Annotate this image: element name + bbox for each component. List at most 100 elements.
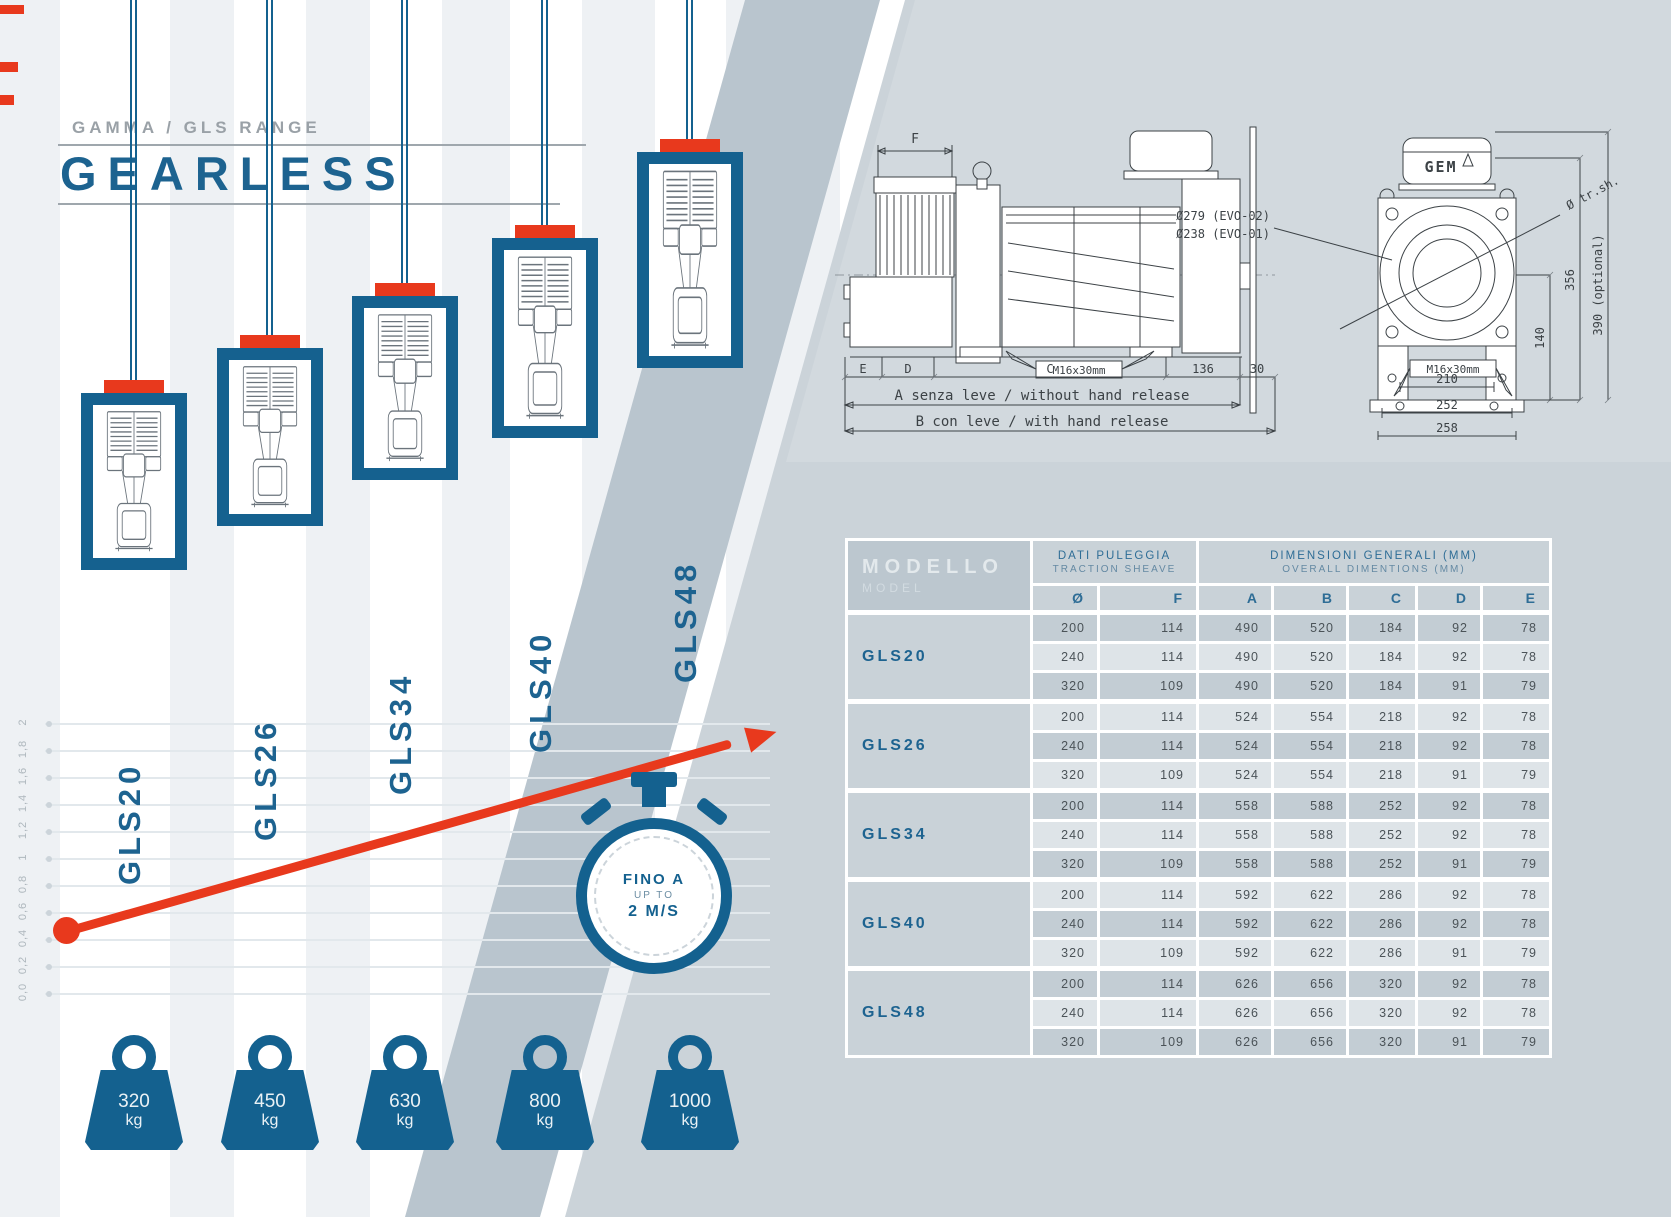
table-cell: 554 bbox=[1274, 762, 1346, 788]
dim-390-label: 390 (optional) bbox=[1591, 234, 1605, 335]
weight-unit: kg bbox=[536, 1111, 554, 1129]
red-crop-mark bbox=[0, 62, 18, 72]
weight-value: 450 bbox=[254, 1090, 286, 1112]
speed-badge-line1: FINO A bbox=[622, 871, 686, 888]
table-cell: 286 bbox=[1349, 911, 1415, 937]
sheave-header-it: DATI PULEGGIA bbox=[1057, 549, 1172, 562]
weight-icon: 320 kg bbox=[85, 1070, 183, 1150]
table-cell: 588 bbox=[1274, 851, 1346, 877]
hoist-cable bbox=[266, 0, 273, 335]
weight-unit: kg bbox=[261, 1111, 279, 1129]
table-cell: 184 bbox=[1349, 615, 1415, 641]
table-cell: 656 bbox=[1274, 971, 1346, 997]
tick-dot bbox=[46, 829, 52, 835]
table-cell: 79 bbox=[1483, 1029, 1549, 1055]
table-cell: 558 bbox=[1199, 793, 1271, 819]
table-cell: 78 bbox=[1483, 644, 1549, 670]
tick-dot bbox=[46, 991, 52, 997]
table-cell: 252 bbox=[1349, 851, 1415, 877]
table-header: MODELLO MODEL DATI PULEGGIA TRACTION SHE… bbox=[848, 541, 1549, 610]
dim-f-label: F bbox=[911, 132, 919, 147]
table-cell: 622 bbox=[1274, 940, 1346, 966]
table-cell: 114 bbox=[1100, 1000, 1196, 1026]
gridline bbox=[45, 804, 770, 806]
model-label: GLS40 bbox=[523, 629, 558, 753]
tick-dot bbox=[46, 910, 52, 916]
weight-icon: 450 kg bbox=[221, 1070, 319, 1150]
table-cell: 114 bbox=[1100, 793, 1196, 819]
table-cell: 588 bbox=[1274, 822, 1346, 848]
table-cell: 320 bbox=[1033, 1029, 1097, 1055]
table-cell: 78 bbox=[1483, 1000, 1549, 1026]
table-cell: 114 bbox=[1100, 882, 1196, 908]
table-cell: 79 bbox=[1483, 851, 1549, 877]
dim-258-label: 258 bbox=[1436, 421, 1458, 435]
table-cell: 78 bbox=[1483, 704, 1549, 730]
machine-cap bbox=[104, 380, 164, 394]
table-cell: 622 bbox=[1274, 911, 1346, 937]
machine-cap bbox=[240, 335, 300, 349]
gridline bbox=[45, 912, 770, 914]
table-body: GLS20 200 114 490 520 184 92 78 240 114 490 520 184 9… bbox=[848, 615, 1549, 1055]
table-cell: 286 bbox=[1349, 940, 1415, 966]
motor-illustration bbox=[662, 170, 718, 350]
table-cell: 520 bbox=[1274, 673, 1346, 699]
bolt-size-label: M16x30mm bbox=[1053, 364, 1106, 377]
model-name-cell: GLS40 bbox=[848, 882, 1030, 966]
table-cell: 91 bbox=[1418, 851, 1480, 877]
table-cell: 109 bbox=[1100, 1029, 1196, 1055]
gridline bbox=[45, 750, 770, 752]
table-cell: 252 bbox=[1349, 822, 1415, 848]
tick-dot bbox=[46, 964, 52, 970]
speed-badge-line3: 2 M/S bbox=[628, 903, 680, 920]
machine-frame bbox=[492, 238, 598, 438]
front-view-drawing: GEM Ø tr.sh. Ø279 (EVO-02) Ø238 (EVO-01)… bbox=[1176, 128, 1621, 440]
gridline bbox=[45, 885, 770, 887]
evo2-diameter-label: Ø279 (EVO-02) bbox=[1176, 209, 1270, 223]
dim-30-label: 30 bbox=[1250, 362, 1264, 376]
table-cell: 92 bbox=[1418, 1000, 1480, 1026]
table-cell: 490 bbox=[1199, 673, 1271, 699]
table-cell: 92 bbox=[1418, 704, 1480, 730]
table-cell: 558 bbox=[1199, 851, 1271, 877]
table-cell: 109 bbox=[1100, 673, 1196, 699]
table-cell: 524 bbox=[1199, 733, 1271, 759]
without-hand-release-label: A senza leve / without hand release bbox=[894, 388, 1189, 404]
gridline bbox=[45, 858, 770, 860]
divider bbox=[58, 203, 560, 205]
sheave-header: DATI PULEGGIA TRACTION SHEAVE bbox=[1033, 541, 1196, 583]
table-cell: 240 bbox=[1033, 911, 1097, 937]
side-view-drawing: F M16x30mm E D C 136 30 A senza leve / w… bbox=[835, 126, 1279, 435]
model-label: GLS48 bbox=[668, 559, 703, 683]
with-hand-release-label: B con leve / with hand release bbox=[916, 414, 1169, 430]
table-group: GLS34 200 114 558 588 252 92 78 240 114 558 588 252 9… bbox=[848, 793, 1549, 877]
red-crop-mark bbox=[0, 5, 24, 14]
model-header-it: MODELLO bbox=[862, 556, 1004, 578]
table-cell: 656 bbox=[1274, 1029, 1346, 1055]
table-cell: 78 bbox=[1483, 615, 1549, 641]
table-cell: 200 bbox=[1033, 971, 1097, 997]
table-cell: 78 bbox=[1483, 911, 1549, 937]
weight-icon: 800 kg bbox=[496, 1070, 594, 1150]
table-cell: 558 bbox=[1199, 822, 1271, 848]
table-cell: 92 bbox=[1418, 615, 1480, 641]
weight-icon: 630 kg bbox=[356, 1070, 454, 1150]
model-name-cell: GLS48 bbox=[848, 971, 1030, 1055]
table-cell: 218 bbox=[1349, 733, 1415, 759]
col-header-b: B bbox=[1274, 586, 1346, 610]
table-cell: 92 bbox=[1418, 882, 1480, 908]
table-cell: 524 bbox=[1199, 762, 1271, 788]
dimensions-table: MODELLO MODEL DATI PULEGGIA TRACTION SHE… bbox=[845, 538, 1552, 1058]
table-cell: 554 bbox=[1274, 733, 1346, 759]
table-cell: 200 bbox=[1033, 704, 1097, 730]
table-cell: 524 bbox=[1199, 704, 1271, 730]
gridline bbox=[45, 723, 770, 725]
table-cell: 200 bbox=[1033, 793, 1097, 819]
dim-136-label: 136 bbox=[1192, 362, 1214, 376]
table-cell: 91 bbox=[1418, 940, 1480, 966]
table-cell: 114 bbox=[1100, 971, 1196, 997]
table-group: GLS26 200 114 524 554 218 92 78 240 114 524 554 218 9… bbox=[848, 704, 1549, 788]
table-group: GLS40 200 114 592 622 286 92 78 240 114 592 622 286 9… bbox=[848, 882, 1549, 966]
motor-illustration bbox=[377, 314, 433, 462]
